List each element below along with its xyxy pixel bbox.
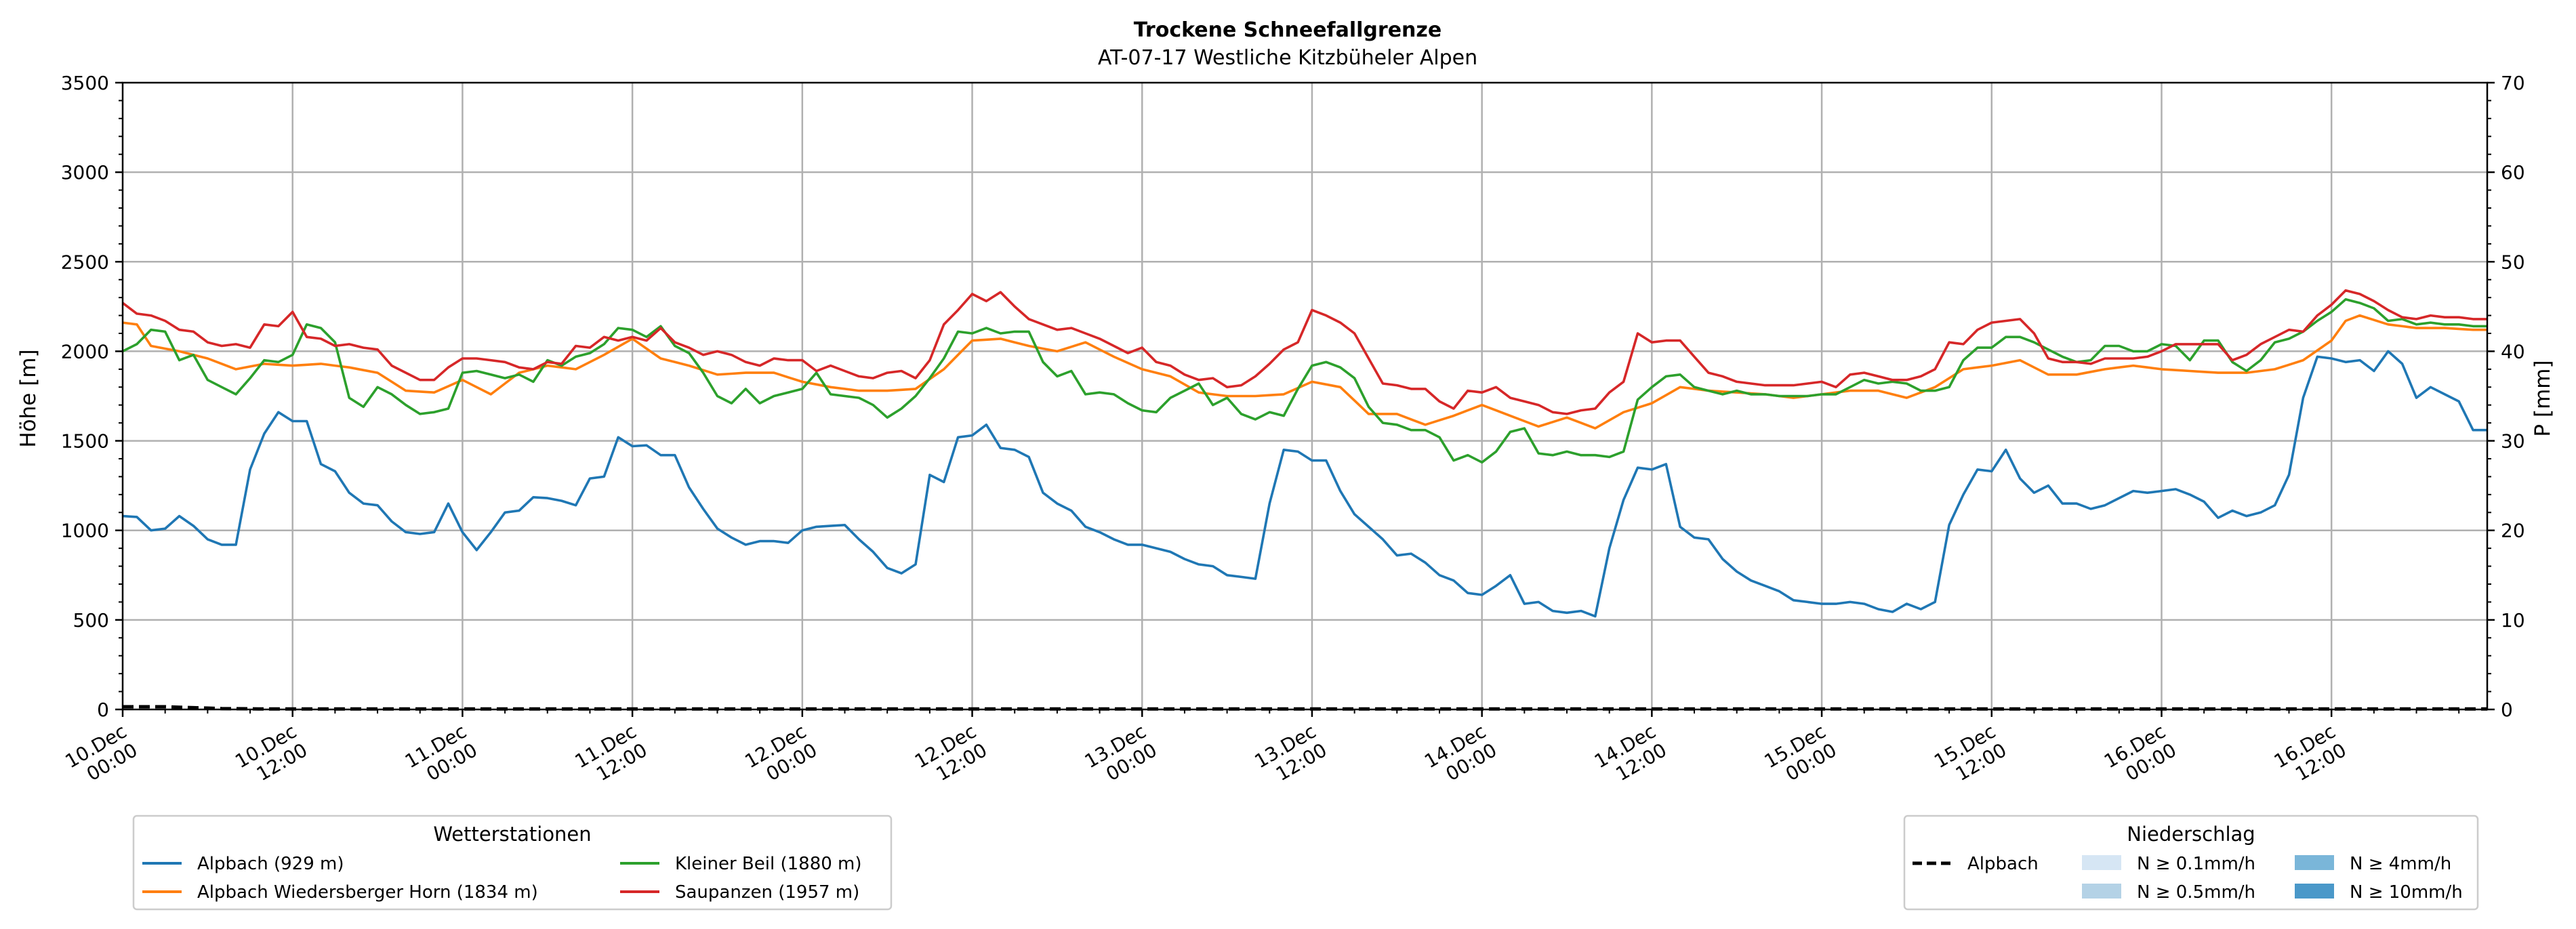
legend-precip-title: Niederschlag bbox=[2127, 823, 2255, 846]
y2-tick-label: 30 bbox=[2501, 430, 2525, 453]
series-line-2 bbox=[122, 297, 2487, 464]
legend-precip-swatch-10 bbox=[2295, 884, 2334, 899]
chart-title: Trockene Schneefallgrenze bbox=[1134, 18, 1442, 42]
legend-label-kleiner-beil: Kleiner Beil (1880 m) bbox=[675, 854, 862, 874]
legend-precipitation: Niederschlag Alpbach N ≥ 0.1mm/h N ≥ 0.5… bbox=[1903, 814, 2479, 911]
y-tick-label: 2500 bbox=[61, 251, 109, 273]
y-tick-label: 1500 bbox=[61, 430, 109, 453]
y-tick-label: 0 bbox=[97, 699, 109, 721]
series-line-3 bbox=[121, 289, 2487, 415]
legend-precip-label-0-5: N ≥ 0.5mm/h bbox=[2137, 882, 2255, 903]
legend-stations-title: Wetterstationen bbox=[433, 823, 591, 846]
y2-tick-label: 40 bbox=[2501, 340, 2525, 363]
y-tick-label: 1000 bbox=[61, 520, 109, 542]
legend-precip-label-4: N ≥ 4mm/h bbox=[2350, 854, 2451, 874]
series-line-0 bbox=[122, 350, 2487, 618]
y2-axis-label: P [mm] bbox=[2531, 360, 2555, 436]
y-tick-label: 3500 bbox=[61, 72, 109, 94]
legend-stations-box bbox=[132, 814, 893, 911]
y2-tick-label: 60 bbox=[2501, 161, 2525, 184]
legend-precip-swatch-0-1 bbox=[2082, 855, 2121, 870]
legend-label-saupanzen: Saupanzen (1957 m) bbox=[675, 882, 859, 903]
y-tick-label: 500 bbox=[73, 609, 109, 632]
legend-precip-swatch-4 bbox=[2295, 855, 2334, 870]
legend-precip-line-label: Alpbach bbox=[1967, 854, 2039, 874]
legend-precip-swatch-0-5 bbox=[2082, 884, 2121, 899]
legend-precip-box bbox=[1903, 814, 2479, 911]
legend-precip-label-10: N ≥ 10mm/h bbox=[2350, 882, 2463, 903]
chart-subtitle: AT-07-17 Westliche Kitzbüheler Alpen bbox=[1098, 46, 1477, 70]
y-axis-label: Höhe [m] bbox=[16, 349, 41, 447]
legend-precip-label-0-1: N ≥ 0.1mm/h bbox=[2137, 854, 2255, 874]
legend-label-alpbach: Alpbach (929 m) bbox=[197, 854, 344, 874]
plot-frame bbox=[121, 81, 2489, 711]
legend-label-wiedersberger-horn: Alpbach Wiedersberger Horn (1834 m) bbox=[197, 882, 538, 903]
y2-tick-label: 10 bbox=[2501, 609, 2525, 632]
y-tick-label: 2000 bbox=[61, 340, 109, 363]
grid bbox=[123, 83, 2487, 709]
legend-stations: Wetterstationen Alpbach (929 m) Alpbach … bbox=[132, 814, 893, 911]
y2-tick-label: 0 bbox=[2501, 699, 2513, 721]
y2-tick-label: 70 bbox=[2501, 72, 2525, 94]
y-tick-label: 3000 bbox=[61, 161, 109, 184]
y2-tick-label: 20 bbox=[2501, 520, 2525, 542]
y2-tick-label: 50 bbox=[2501, 251, 2525, 273]
